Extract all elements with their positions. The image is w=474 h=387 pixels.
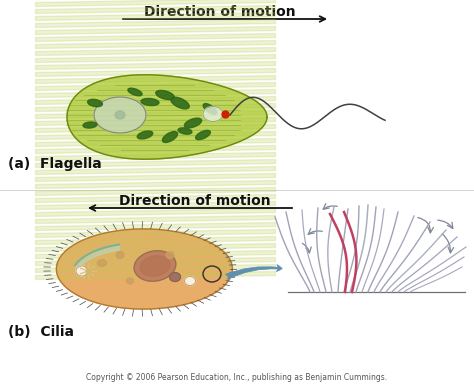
Text: Direction of motion: Direction of motion xyxy=(144,5,296,19)
Polygon shape xyxy=(56,229,232,309)
Ellipse shape xyxy=(178,128,192,134)
Ellipse shape xyxy=(94,97,146,133)
Text: Copyright © 2006 Pearson Education, Inc., publishing as Benjamin Cummings.: Copyright © 2006 Pearson Education, Inc.… xyxy=(86,373,388,382)
Ellipse shape xyxy=(184,118,201,128)
Ellipse shape xyxy=(141,98,159,106)
Ellipse shape xyxy=(116,252,124,259)
Text: (b)  Cilia: (b) Cilia xyxy=(8,325,74,339)
Ellipse shape xyxy=(134,251,176,281)
Ellipse shape xyxy=(163,132,178,142)
Ellipse shape xyxy=(115,111,125,119)
Ellipse shape xyxy=(171,97,189,109)
Ellipse shape xyxy=(98,260,107,267)
Polygon shape xyxy=(67,75,267,159)
Ellipse shape xyxy=(196,130,210,140)
Ellipse shape xyxy=(203,104,217,115)
Ellipse shape xyxy=(88,99,102,107)
Ellipse shape xyxy=(137,131,153,139)
Ellipse shape xyxy=(127,278,134,284)
Text: (a)  Flagella: (a) Flagella xyxy=(8,157,102,171)
Ellipse shape xyxy=(128,88,142,96)
Polygon shape xyxy=(67,75,267,159)
Ellipse shape xyxy=(83,122,97,128)
Ellipse shape xyxy=(76,266,88,276)
Text: Direction of motion: Direction of motion xyxy=(119,194,271,208)
Ellipse shape xyxy=(166,252,174,259)
Ellipse shape xyxy=(156,91,174,99)
Ellipse shape xyxy=(170,272,181,281)
Polygon shape xyxy=(56,229,232,309)
Ellipse shape xyxy=(140,256,170,276)
Ellipse shape xyxy=(184,276,195,286)
Ellipse shape xyxy=(203,106,223,122)
